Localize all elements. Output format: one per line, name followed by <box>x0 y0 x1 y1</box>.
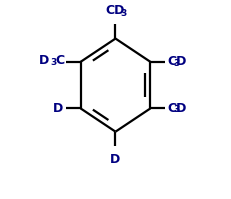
Text: D: D <box>53 102 64 115</box>
Text: 3: 3 <box>174 105 180 114</box>
Text: CD: CD <box>167 55 187 68</box>
Text: C: C <box>55 54 64 67</box>
Text: 3: 3 <box>50 58 56 66</box>
Text: D: D <box>110 153 121 166</box>
Text: 3: 3 <box>174 59 180 67</box>
Text: CD: CD <box>106 4 125 17</box>
Text: 3: 3 <box>120 9 126 18</box>
Text: D: D <box>39 54 50 67</box>
Text: CD: CD <box>167 102 187 115</box>
